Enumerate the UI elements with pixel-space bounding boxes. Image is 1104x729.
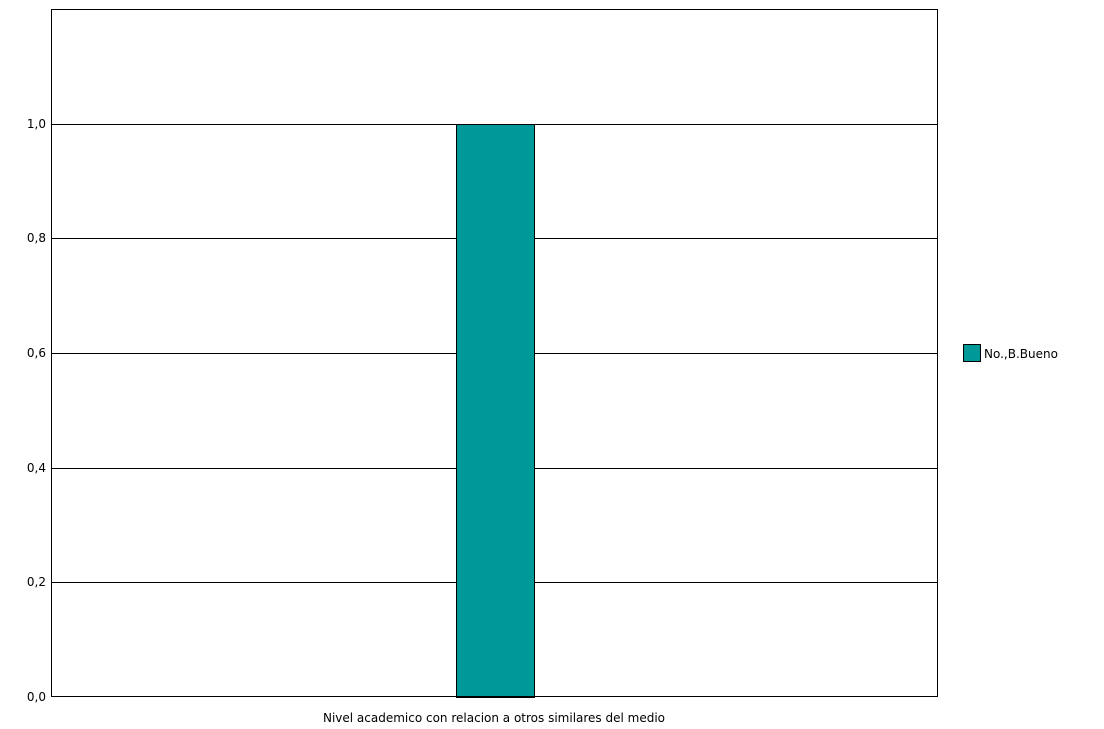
y-tick-label: 1,0 xyxy=(27,117,46,131)
y-axis-ticks: 0,0 0,2 0,4 0,6 0,8 1,0 xyxy=(27,117,46,704)
bars xyxy=(456,124,535,698)
y-tick-label: 0,2 xyxy=(27,575,46,589)
plot-frame xyxy=(51,9,938,697)
legend-swatch xyxy=(963,344,981,362)
y-tick-label: 0,4 xyxy=(27,461,46,475)
y-tick-label: 0,0 xyxy=(27,690,46,704)
bar xyxy=(456,124,535,698)
legend: No.,B.Bueno xyxy=(963,344,1058,362)
y-tick-label: 0,8 xyxy=(27,231,46,245)
x-axis-label: Nivel academico con relacion a otros sim… xyxy=(323,711,665,725)
legend-label: No.,B.Bueno xyxy=(984,347,1058,361)
y-tick-label: 0,6 xyxy=(27,346,46,360)
